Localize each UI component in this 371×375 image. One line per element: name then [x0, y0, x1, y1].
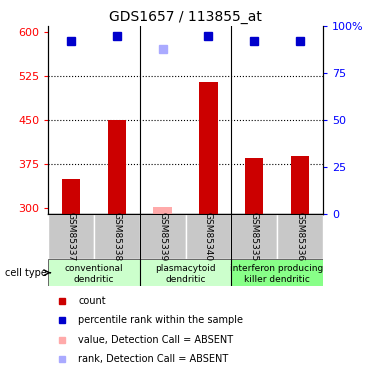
Bar	[62, 179, 80, 214]
Title: GDS1657 / 113855_at: GDS1657 / 113855_at	[109, 10, 262, 24]
Bar	[154, 207, 172, 214]
Text: GSM85335: GSM85335	[250, 212, 259, 261]
Text: dendritic: dendritic	[165, 275, 206, 284]
Text: killer dendritic: killer dendritic	[244, 275, 310, 284]
Text: percentile rank within the sample: percentile rank within the sample	[78, 315, 243, 326]
Bar	[199, 82, 217, 214]
Bar	[48, 259, 140, 286]
Bar	[245, 158, 263, 214]
Bar	[291, 156, 309, 214]
Text: dendritic: dendritic	[74, 275, 114, 284]
Text: GSM85338: GSM85338	[112, 212, 121, 261]
Bar	[48, 214, 94, 259]
Text: GSM85339: GSM85339	[158, 212, 167, 261]
Text: interferon producing: interferon producing	[230, 264, 324, 273]
Text: rank, Detection Call = ABSENT: rank, Detection Call = ABSENT	[78, 354, 229, 364]
Text: GSM85337: GSM85337	[67, 212, 76, 261]
Text: GSM85336: GSM85336	[295, 212, 304, 261]
Text: conventional: conventional	[65, 264, 123, 273]
Text: count: count	[78, 296, 106, 306]
Text: cell type: cell type	[4, 268, 46, 278]
Bar	[108, 120, 126, 214]
Text: plasmacytoid: plasmacytoid	[155, 264, 216, 273]
Text: value, Detection Call = ABSENT: value, Detection Call = ABSENT	[78, 335, 234, 345]
Bar	[231, 259, 323, 286]
Bar	[277, 214, 323, 259]
Bar	[231, 214, 277, 259]
Text: GSM85340: GSM85340	[204, 212, 213, 261]
Bar	[186, 214, 231, 259]
Bar	[140, 214, 186, 259]
Bar	[94, 214, 140, 259]
Bar	[140, 259, 231, 286]
